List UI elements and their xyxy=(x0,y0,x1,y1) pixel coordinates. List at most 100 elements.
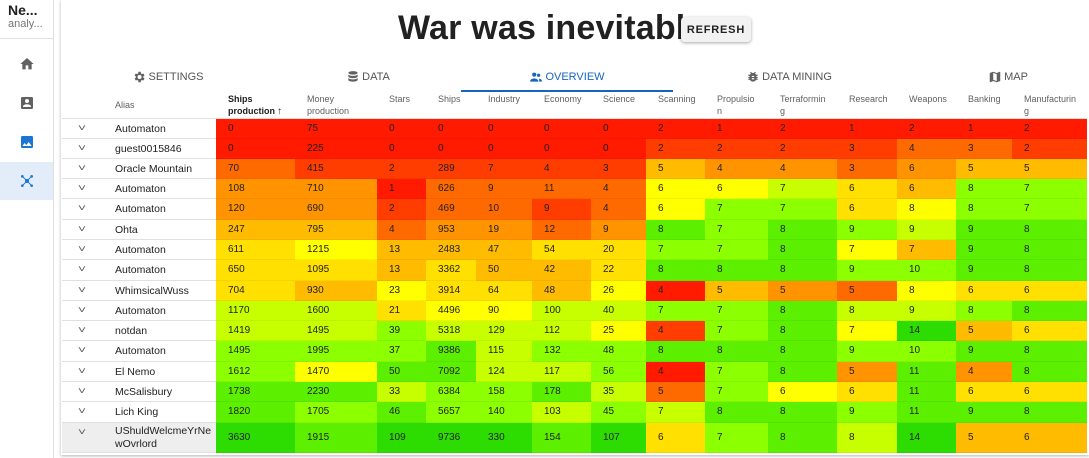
table-cell-weapons: 14 xyxy=(897,321,956,341)
column-header-terraforming[interactable]: Terraformin g xyxy=(780,93,826,117)
refresh-button[interactable]: REFRESH xyxy=(681,17,751,42)
sidebar-item-profile[interactable] xyxy=(0,84,53,122)
player-alias: McSalisbury xyxy=(115,386,173,398)
table-cell-scanning: 4 xyxy=(646,321,705,341)
table-row[interactable]: ˅ WhimsicalWuss xyxy=(62,281,216,301)
table-cell-economy: 0 xyxy=(532,119,591,139)
tab-overview[interactable]: OVERVIEW xyxy=(461,62,673,92)
sidebar-item-analysis[interactable] xyxy=(0,162,53,200)
column-header-propulsion[interactable]: Propulsio n xyxy=(717,93,755,117)
table-row[interactable]: ˅ Automaton xyxy=(62,301,216,321)
expand-row-icon[interactable]: ˅ xyxy=(77,406,87,417)
expand-row-icon[interactable]: ˅ xyxy=(77,123,87,134)
table-cell-propulsion: 8 xyxy=(705,402,768,423)
tab-data-mining[interactable]: DATA MINING xyxy=(683,62,895,92)
column-header-line: Manufacturin xyxy=(1024,94,1077,104)
table-cell-research: 5 xyxy=(837,362,897,382)
table-cell-industry: 90 xyxy=(476,301,532,321)
sidebar-item-home[interactable] xyxy=(0,45,53,83)
expand-row-icon[interactable]: ˅ xyxy=(77,386,87,397)
table-row[interactable]: ˅ Oracle Mountain xyxy=(62,159,216,179)
column-header-industry[interactable]: Industry xyxy=(488,93,520,105)
table-row[interactable]: ˅ Ohta xyxy=(62,220,216,240)
column-header-stars[interactable]: Stars xyxy=(389,93,410,105)
table-cell-industry: 19 xyxy=(476,220,532,240)
column-header-line: Industry xyxy=(488,94,521,104)
table-cell-science: 3 xyxy=(591,159,646,179)
table-cell-industry: 10 xyxy=(476,199,532,220)
column-header-ships[interactable]: Ships xyxy=(438,93,461,105)
table-cell-research: 9 xyxy=(837,341,897,362)
table-row[interactable]: ˅ UShuldWelcmeYrNewOvrlord xyxy=(62,423,216,453)
table-cell-science: 35 xyxy=(591,382,646,402)
player-alias: Automaton xyxy=(115,203,166,215)
tab-settings-label: SETTINGS xyxy=(148,71,204,83)
expand-row-icon[interactable]: ˅ xyxy=(77,203,87,214)
table-cell-ships-production: 1612 xyxy=(216,362,295,382)
table-cell-stars: 2 xyxy=(377,159,426,179)
expand-row-icon[interactable]: ˅ xyxy=(77,224,87,235)
sidebar-item-gallery[interactable] xyxy=(0,123,53,161)
table-cell-ships-production: 0 xyxy=(216,139,295,159)
tab-data[interactable]: DATA xyxy=(262,62,474,92)
table-row[interactable]: ˅ Automaton xyxy=(62,260,216,281)
tab-map[interactable]: MAP xyxy=(902,62,1089,92)
table-cell-stars: 21 xyxy=(377,301,426,321)
table-cell-ships: 3362 xyxy=(426,260,476,281)
table-cell-ships-production: 70 xyxy=(216,159,295,179)
table-row[interactable]: ˅ Automaton xyxy=(62,341,216,362)
expand-row-icon[interactable]: ˅ xyxy=(77,366,87,377)
column-header-line: Terraformin xyxy=(780,94,826,104)
expand-row-icon[interactable]: ˅ xyxy=(77,427,87,438)
table-row[interactable]: ˅ notdan xyxy=(62,321,216,341)
table-cell-ships: 4496 xyxy=(426,301,476,321)
table-cell-scanning: 4 xyxy=(646,362,705,382)
column-header-banking[interactable]: Banking xyxy=(968,93,1001,105)
table-row[interactable]: ˅ El Nemo xyxy=(62,362,216,382)
account-box-icon xyxy=(20,97,33,109)
column-header-alias[interactable]: Alias xyxy=(115,100,135,110)
column-header-money-production[interactable]: Money production xyxy=(307,93,349,117)
expand-row-icon[interactable]: ˅ xyxy=(77,143,87,154)
table-cell-ships-production: 1495 xyxy=(216,341,295,362)
column-header-research[interactable]: Research xyxy=(849,93,888,105)
table-row[interactable]: ˅ Lich King xyxy=(62,402,216,423)
table-cell-terraforming: 6 xyxy=(768,382,837,402)
expand-row-icon[interactable]: ˅ xyxy=(77,305,87,316)
table-row[interactable]: ˅ guest0015846 xyxy=(62,139,216,159)
table-cell-banking: 4 xyxy=(956,362,1012,382)
column-header-manufacturing[interactable]: Manufacturin g xyxy=(1024,93,1076,117)
table-cell-ships-production: 1419 xyxy=(216,321,295,341)
expand-row-icon[interactable]: ˅ xyxy=(77,285,87,296)
table-row[interactable]: ˅ Automaton xyxy=(62,240,216,260)
expand-row-icon[interactable]: ˅ xyxy=(77,345,87,356)
expand-row-icon[interactable]: ˅ xyxy=(77,264,87,275)
table-cell-ships: 0 xyxy=(426,119,476,139)
table-cell-science: 40 xyxy=(591,301,646,321)
table-cell-research: 9 xyxy=(837,402,897,423)
tab-settings[interactable]: SETTINGS xyxy=(62,62,274,92)
table-cell-weapons: 11 xyxy=(897,362,956,382)
expand-row-icon[interactable]: ˅ xyxy=(77,325,87,336)
column-header-economy[interactable]: Economy xyxy=(544,93,582,105)
table-cell-weapons: 11 xyxy=(897,382,956,402)
table-cell-banking: 1 xyxy=(956,119,1012,139)
column-header-science[interactable]: Science xyxy=(603,93,635,105)
expand-row-icon[interactable]: ˅ xyxy=(77,183,87,194)
table-cell-weapons: 6 xyxy=(897,159,956,179)
column-header-ships-production[interactable]: Ships production ↑ xyxy=(228,93,282,118)
table-cell-economy: 103 xyxy=(532,402,591,423)
table-row[interactable]: ˅ Automaton xyxy=(62,199,216,220)
table-cell-propulsion: 6 xyxy=(705,179,768,199)
table-row[interactable]: ˅ Automaton xyxy=(62,119,216,139)
table-cell-scanning: 8 xyxy=(646,220,705,240)
table-cell-industry: 7 xyxy=(476,159,532,179)
table-cell-science: 0 xyxy=(591,119,646,139)
column-header-scanning[interactable]: Scanning xyxy=(658,93,696,105)
expand-row-icon[interactable]: ˅ xyxy=(77,163,87,174)
table-cell-terraforming: 5 xyxy=(768,281,837,301)
table-row[interactable]: ˅ McSalisbury xyxy=(62,382,216,402)
column-header-weapons[interactable]: Weapons xyxy=(909,93,947,105)
table-row[interactable]: ˅ Automaton xyxy=(62,179,216,199)
expand-row-icon[interactable]: ˅ xyxy=(77,244,87,255)
